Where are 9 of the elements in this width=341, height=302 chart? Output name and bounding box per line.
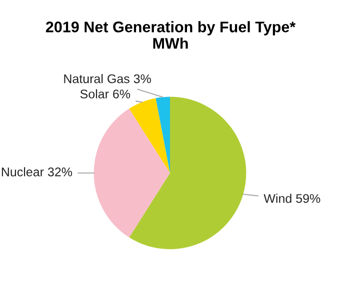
slice-label: Nuclear 32% xyxy=(2,167,72,176)
pie-slice xyxy=(129,96,246,250)
slice-label: Wind 59% xyxy=(264,194,320,203)
pie-slice xyxy=(156,96,170,173)
pie-slice xyxy=(94,108,170,238)
slice-label: Solar 6% xyxy=(80,89,130,98)
chart-title: 2019 Net Generation by Fuel Type* MWh xyxy=(46,21,296,49)
pie-slice xyxy=(129,98,170,173)
slice-label: Natural Gas 3% xyxy=(64,74,151,84)
